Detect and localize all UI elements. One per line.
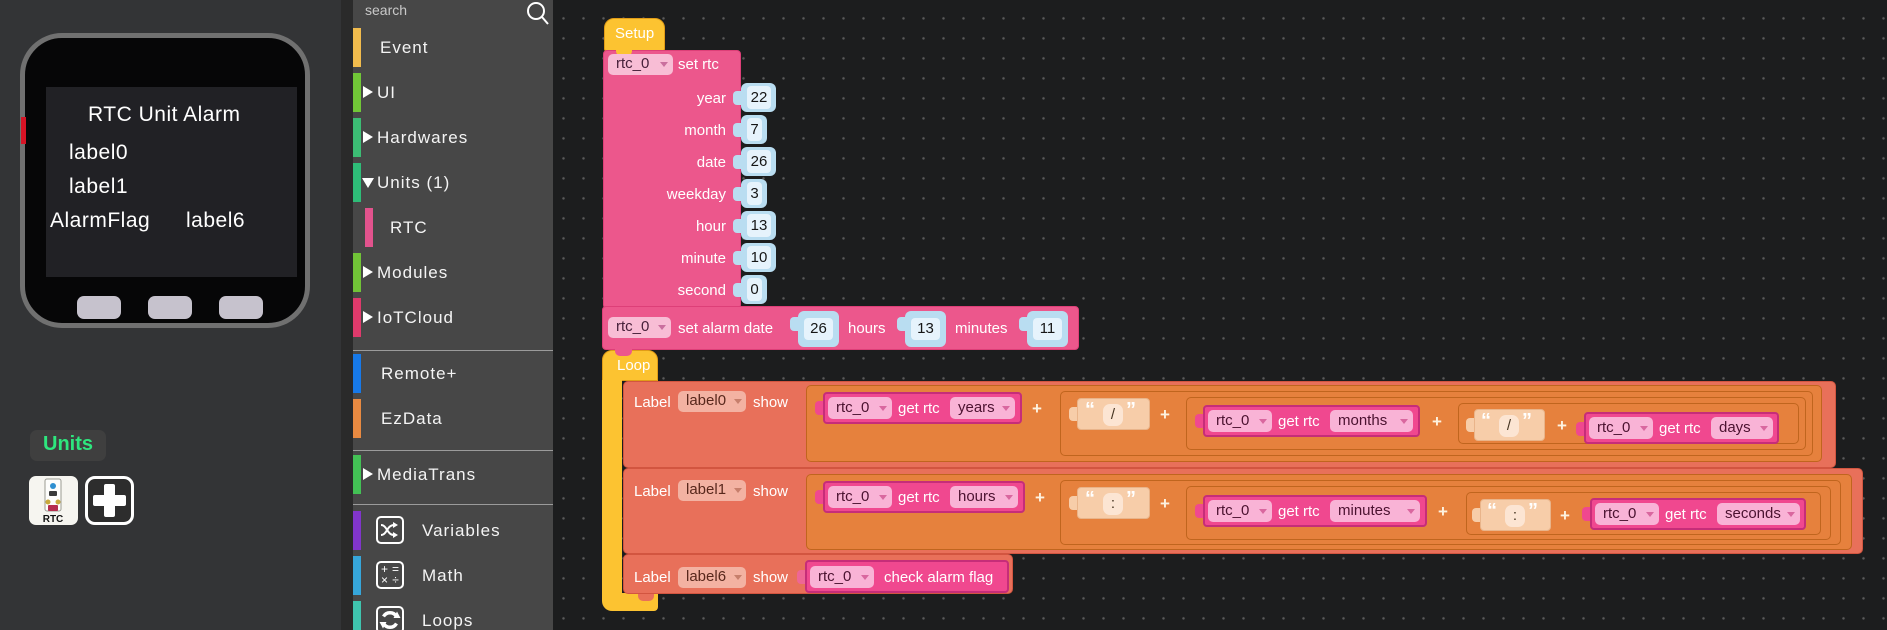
svg-text:=: = xyxy=(392,563,399,576)
svg-text:×: × xyxy=(381,573,388,587)
svg-text:+: + xyxy=(381,563,388,576)
svg-text:÷: ÷ xyxy=(392,573,399,587)
svg-text:RTC: RTC xyxy=(43,514,64,525)
